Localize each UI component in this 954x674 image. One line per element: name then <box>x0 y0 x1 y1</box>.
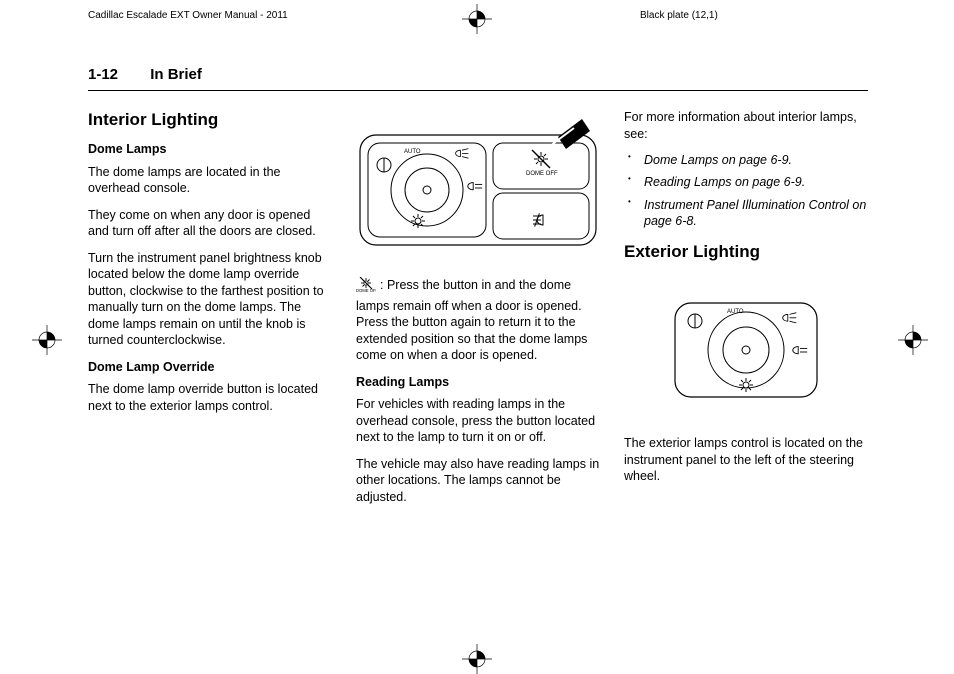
columns: Interior Lighting Dome Lamps The dome la… <box>88 109 868 515</box>
para: For more information about interior lamp… <box>624 109 868 142</box>
para: They come on when any door is opened and… <box>88 207 332 240</box>
column-3: For more information about interior lamp… <box>624 109 868 515</box>
header-rule <box>88 90 868 91</box>
heading-dome-lamp-override: Dome Lamp Override <box>88 359 332 376</box>
column-2: AUTO DOME OFF <box>356 109 600 515</box>
figure-exterior-knob: AUTO <box>624 289 868 409</box>
para: The dome lamp override button is located… <box>88 381 332 414</box>
manual-title: Cadillac Escalade EXT Owner Manual - 201… <box>88 10 288 21</box>
para: Turn the instrument panel brightness kno… <box>88 250 332 349</box>
list-item: Instrument Panel Illumination Control on… <box>624 197 868 230</box>
page-body: 1-12 In Brief Interior Lighting Dome Lam… <box>88 56 868 626</box>
crop-mark-left <box>32 325 62 355</box>
plate-label: Black plate (12,1) <box>640 10 718 21</box>
list-item: Reading Lamps on page 6-9. <box>624 174 868 190</box>
heading-exterior-lighting: Exterior Lighting <box>624 241 868 263</box>
heading-interior-lighting: Interior Lighting <box>88 109 332 131</box>
section-name: In Brief <box>150 66 202 83</box>
page-number: 1-12 <box>88 66 118 83</box>
heading-reading-lamps: Reading Lamps <box>356 374 600 391</box>
column-1: Interior Lighting Dome Lamps The dome la… <box>88 109 332 515</box>
crop-mark-bottom <box>462 644 492 674</box>
label-auto: AUTO <box>404 149 421 155</box>
list-item: Dome Lamps on page 6-9. <box>624 152 868 168</box>
dome-off-icon: DOME OFF <box>356 277 376 298</box>
para: For vehicles with reading lamps in the o… <box>356 396 600 446</box>
crop-mark-right <box>898 325 928 355</box>
running-head: 1-12 In Brief <box>88 66 202 83</box>
heading-dome-lamps: Dome Lamps <box>88 141 332 158</box>
para: The vehicle may also have reading lamps … <box>356 456 600 506</box>
xref-list: Dome Lamps on page 6-9. Reading Lamps on… <box>624 152 868 229</box>
svg-text:DOME OFF: DOME OFF <box>356 288 376 293</box>
crop-mark-top <box>462 4 492 34</box>
label-auto: AUTO <box>727 309 744 315</box>
para: The exterior lamps control is located on… <box>624 435 868 485</box>
label-domeoff: DOME OFF <box>526 171 558 177</box>
para-text: : Press the button in and the dome lamps… <box>356 278 587 362</box>
figure-interior-panel: AUTO DOME OFF <box>356 113 600 263</box>
para-domeoff: DOME OFF : Press the button in and the d… <box>356 277 600 364</box>
para: The dome lamps are located in the overhe… <box>88 164 332 197</box>
